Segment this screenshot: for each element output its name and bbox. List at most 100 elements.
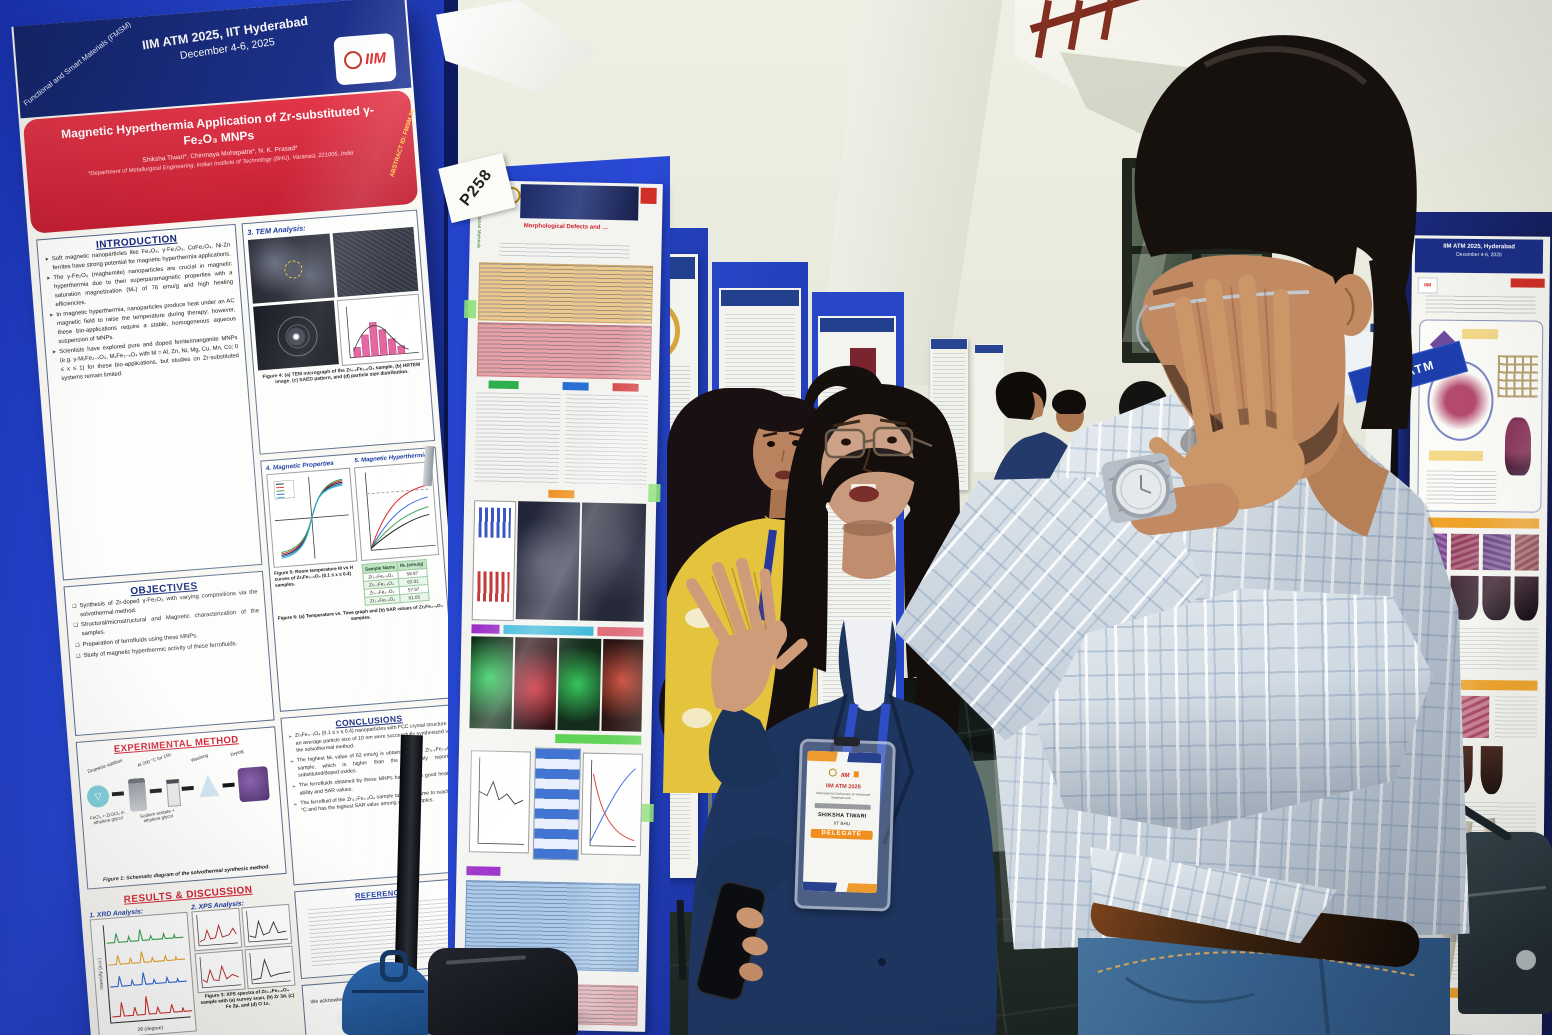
size-histogram <box>336 293 424 366</box>
badge-deco-top <box>807 750 882 764</box>
xrd-panel: 1. XRD Analysis: Intensity (a.u.) 2θ (de… <box>89 905 198 1035</box>
heating-curve <box>370 513 430 549</box>
xps-chart <box>241 903 293 948</box>
xps-trace <box>249 919 287 939</box>
p258-chip-green <box>488 380 519 390</box>
bar <box>377 329 388 356</box>
thumb <box>1149 437 1203 485</box>
backpack-zipper <box>352 990 424 993</box>
hair <box>1134 35 1417 323</box>
backpack-strap <box>380 950 408 982</box>
blazer-button <box>878 958 886 966</box>
thumb <box>774 638 808 670</box>
blue-backpack <box>342 950 434 1035</box>
walking-man-hair <box>995 371 1047 420</box>
badge-logo-row: IIM <box>807 763 882 784</box>
legend-line <box>276 486 285 489</box>
bullet-icon: ➢ <box>293 801 298 808</box>
heating-curve <box>370 506 429 549</box>
intro-box: INTRODUCTION ➤ Soft magnetic nanoparticle… <box>36 223 263 581</box>
finger <box>712 562 748 640</box>
results-row: 1. XRD Analysis: Intensity (a.u.) 2θ (de… <box>89 897 300 1035</box>
glasses-rim <box>1136 304 1150 353</box>
experimental-heading: EXPERIMENTAL METHOD <box>113 734 239 756</box>
badge-name: SHIKSHA TIWARI <box>817 811 867 820</box>
floral-petal <box>682 708 712 728</box>
chin-shadow <box>842 520 894 536</box>
arrow-icon <box>222 782 235 788</box>
holding-finger <box>739 962 763 982</box>
axes <box>102 925 191 1024</box>
bar <box>396 345 405 355</box>
poster-col-left: INTRODUCTION ➤ Soft magnetic nanoparticle… <box>36 223 300 1035</box>
badge-clip <box>833 736 861 747</box>
finger-shadow <box>1196 286 1274 436</box>
p258-tag-text: P258 <box>457 166 497 210</box>
lattice-figure <box>1497 355 1538 398</box>
tem-box: 3. TEM Analysis: <box>241 209 436 455</box>
window-mullion <box>1132 246 1262 254</box>
open-mouth <box>849 486 879 502</box>
heating-curve <box>370 484 427 549</box>
legend-box <box>273 479 295 500</box>
xrd-trace-red <box>112 996 193 1018</box>
holding-finger <box>736 907 764 929</box>
bullet-icon: ❑ <box>74 642 80 649</box>
magnetic-box: 4. Magnetic Properties 5. Magnetic Hyper… <box>260 446 456 712</box>
iim-logo: IIM <box>333 32 397 86</box>
poster-col-right: 3. TEM Analysis: <box>241 209 458 1035</box>
p258-graph <box>580 752 643 856</box>
heating-curve <box>370 496 428 549</box>
xps-chart <box>194 949 246 994</box>
event-title: IIM ATM 2025, IIT Hyderabad December 4-6… <box>130 12 322 69</box>
tem-images-row2 <box>253 293 424 373</box>
cell: 61.05 <box>399 592 429 603</box>
eye <box>767 441 775 447</box>
right-poster-text <box>1494 696 1538 739</box>
laptop-bag <box>1449 798 1552 1014</box>
nose <box>781 449 785 463</box>
experimental-box: EXPERIMENTAL METHOD Dropwise addition At… <box>75 726 287 890</box>
conference-poster-p258: Functional & Smart Materials IIM Morphol… <box>453 180 663 1032</box>
attendee-hair <box>1052 389 1086 414</box>
holding-finger <box>742 936 768 956</box>
badge-date-bar <box>814 802 871 810</box>
attendee-man-head <box>1101 35 1417 537</box>
delegate-badge: IIM IIM ATM 2025 International Conferenc… <box>794 736 896 912</box>
cell: Zr₀.₄Fe₂.₆O₄ <box>364 594 401 606</box>
hair-fringe <box>822 447 939 503</box>
finger <box>736 558 764 636</box>
p258-highlight-box <box>476 322 652 380</box>
arrow-icon <box>181 785 194 791</box>
xps-panel: 2. XPS Analysis: Figure 3: XPS spectra o… <box>191 897 300 1035</box>
iim-emblem-icon <box>828 768 837 777</box>
eyebrow <box>832 419 861 428</box>
glasses-temple <box>911 436 933 448</box>
eye <box>841 438 851 446</box>
bar <box>368 322 379 357</box>
finger <box>1174 296 1214 446</box>
shirt <box>844 620 892 711</box>
heating-chart <box>353 461 440 562</box>
bullet-icon: ➢ <box>291 783 297 791</box>
p258-graph <box>468 750 531 854</box>
iim-logo-text: IIM <box>364 49 387 68</box>
badge-affiliation: IIT BHU <box>833 820 851 826</box>
erlenmeyer-icon <box>197 773 220 798</box>
mag-charts-row <box>266 461 440 568</box>
badge-event: IIM ATM 2025 <box>825 783 861 791</box>
p258-chip-cyan <box>503 624 594 636</box>
finger <box>686 578 731 646</box>
dark-bag <box>428 948 578 1035</box>
fit-curve <box>352 325 409 352</box>
bullet-icon: ➤ <box>48 312 54 320</box>
mouth <box>775 470 793 480</box>
specimen-tile <box>1514 576 1539 621</box>
xrd-chart: Intensity (a.u.) 2θ (degree) <box>89 911 197 1035</box>
eyebrow <box>879 418 907 426</box>
watch-hands <box>1140 475 1152 494</box>
reagent-label: FeCl₃ + ZrOCl₂ in ethylene glycol <box>89 809 125 826</box>
p258-dark-image <box>515 501 581 621</box>
micrograph-tile <box>1482 534 1512 571</box>
